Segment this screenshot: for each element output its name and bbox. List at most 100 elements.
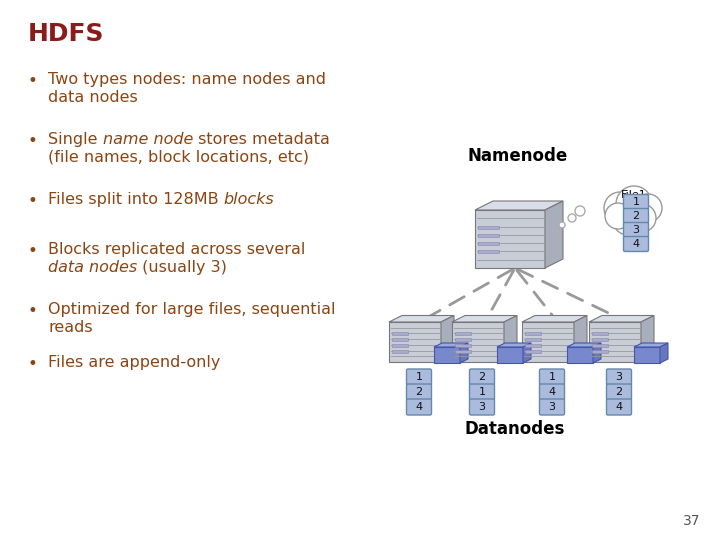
FancyBboxPatch shape [624,237,649,252]
Text: •: • [28,132,38,150]
Polygon shape [634,343,668,347]
Polygon shape [504,315,517,362]
Text: •: • [28,242,38,260]
Polygon shape [589,315,654,322]
FancyBboxPatch shape [455,338,471,341]
Text: stores metadata: stores metadata [193,132,330,147]
Polygon shape [452,315,517,322]
Polygon shape [434,347,460,363]
FancyBboxPatch shape [592,333,608,335]
Text: 1: 1 [549,372,556,382]
Circle shape [613,205,643,235]
Text: 1: 1 [479,387,485,397]
Text: 2: 2 [415,387,423,397]
Polygon shape [589,322,641,362]
FancyBboxPatch shape [624,194,649,210]
Polygon shape [523,343,531,363]
FancyBboxPatch shape [469,399,495,415]
FancyBboxPatch shape [592,349,608,353]
Polygon shape [567,347,593,363]
Text: data nodes: data nodes [48,90,138,105]
FancyBboxPatch shape [392,333,408,335]
FancyBboxPatch shape [624,222,649,238]
Text: •: • [28,302,38,320]
Text: reads: reads [48,320,93,335]
Text: 3: 3 [549,402,556,412]
Text: 4: 4 [616,402,623,412]
FancyBboxPatch shape [469,384,495,400]
FancyBboxPatch shape [469,369,495,385]
Polygon shape [545,201,563,268]
Text: Datanodes: Datanodes [465,420,565,438]
FancyBboxPatch shape [455,333,471,335]
Polygon shape [475,201,563,210]
Polygon shape [641,315,654,362]
Polygon shape [660,343,668,363]
Text: 4: 4 [415,402,423,412]
Polygon shape [522,322,574,362]
FancyBboxPatch shape [525,349,541,353]
Circle shape [634,194,662,222]
Polygon shape [389,315,454,322]
Text: •: • [28,72,38,90]
FancyBboxPatch shape [478,234,499,237]
FancyBboxPatch shape [392,338,408,341]
Text: HDFS: HDFS [28,22,104,46]
FancyBboxPatch shape [407,369,431,385]
Text: 3: 3 [479,402,485,412]
FancyBboxPatch shape [392,344,408,347]
Text: Namenode: Namenode [468,147,568,165]
Text: •: • [28,192,38,210]
Text: 3: 3 [616,372,623,382]
Circle shape [559,222,565,228]
Polygon shape [475,210,545,268]
Text: 1: 1 [415,372,423,382]
Circle shape [575,206,585,216]
Polygon shape [434,343,468,347]
FancyBboxPatch shape [592,338,608,341]
FancyBboxPatch shape [606,399,631,415]
FancyBboxPatch shape [478,251,499,253]
Text: Files are append-only: Files are append-only [48,355,220,370]
FancyBboxPatch shape [407,384,431,400]
FancyBboxPatch shape [407,399,431,415]
Polygon shape [460,343,468,363]
FancyBboxPatch shape [478,242,499,245]
FancyBboxPatch shape [539,399,564,415]
Text: (usually 3): (usually 3) [138,260,227,275]
Text: 4: 4 [632,239,639,249]
Text: data nodes: data nodes [48,260,138,275]
FancyBboxPatch shape [525,333,541,335]
Polygon shape [497,343,531,347]
Text: 37: 37 [683,514,700,528]
FancyBboxPatch shape [392,349,408,353]
FancyBboxPatch shape [478,226,499,228]
FancyBboxPatch shape [606,384,631,400]
Polygon shape [567,343,601,347]
Text: Single: Single [48,132,103,147]
Text: blocks: blocks [224,192,274,207]
Text: (file names, block locations, etc): (file names, block locations, etc) [48,150,309,165]
FancyBboxPatch shape [539,369,564,385]
FancyBboxPatch shape [624,208,649,224]
Circle shape [568,214,576,222]
Polygon shape [593,343,601,363]
FancyBboxPatch shape [455,349,471,353]
Text: 1: 1 [632,197,639,207]
Text: name node: name node [103,132,193,147]
Text: File1: File1 [621,190,647,200]
FancyBboxPatch shape [525,344,541,347]
Polygon shape [497,347,523,363]
Circle shape [604,192,636,224]
Polygon shape [441,315,454,362]
Text: 2: 2 [478,372,485,382]
Polygon shape [452,322,504,362]
Text: Optimized for large files, sequential: Optimized for large files, sequential [48,302,336,317]
FancyBboxPatch shape [525,338,541,341]
Circle shape [605,203,631,229]
Text: Blocks replicated across several: Blocks replicated across several [48,242,305,257]
FancyBboxPatch shape [606,369,631,385]
Circle shape [616,186,652,222]
Text: Two types nodes: name nodes and: Two types nodes: name nodes and [48,72,326,87]
Text: •: • [28,355,38,373]
